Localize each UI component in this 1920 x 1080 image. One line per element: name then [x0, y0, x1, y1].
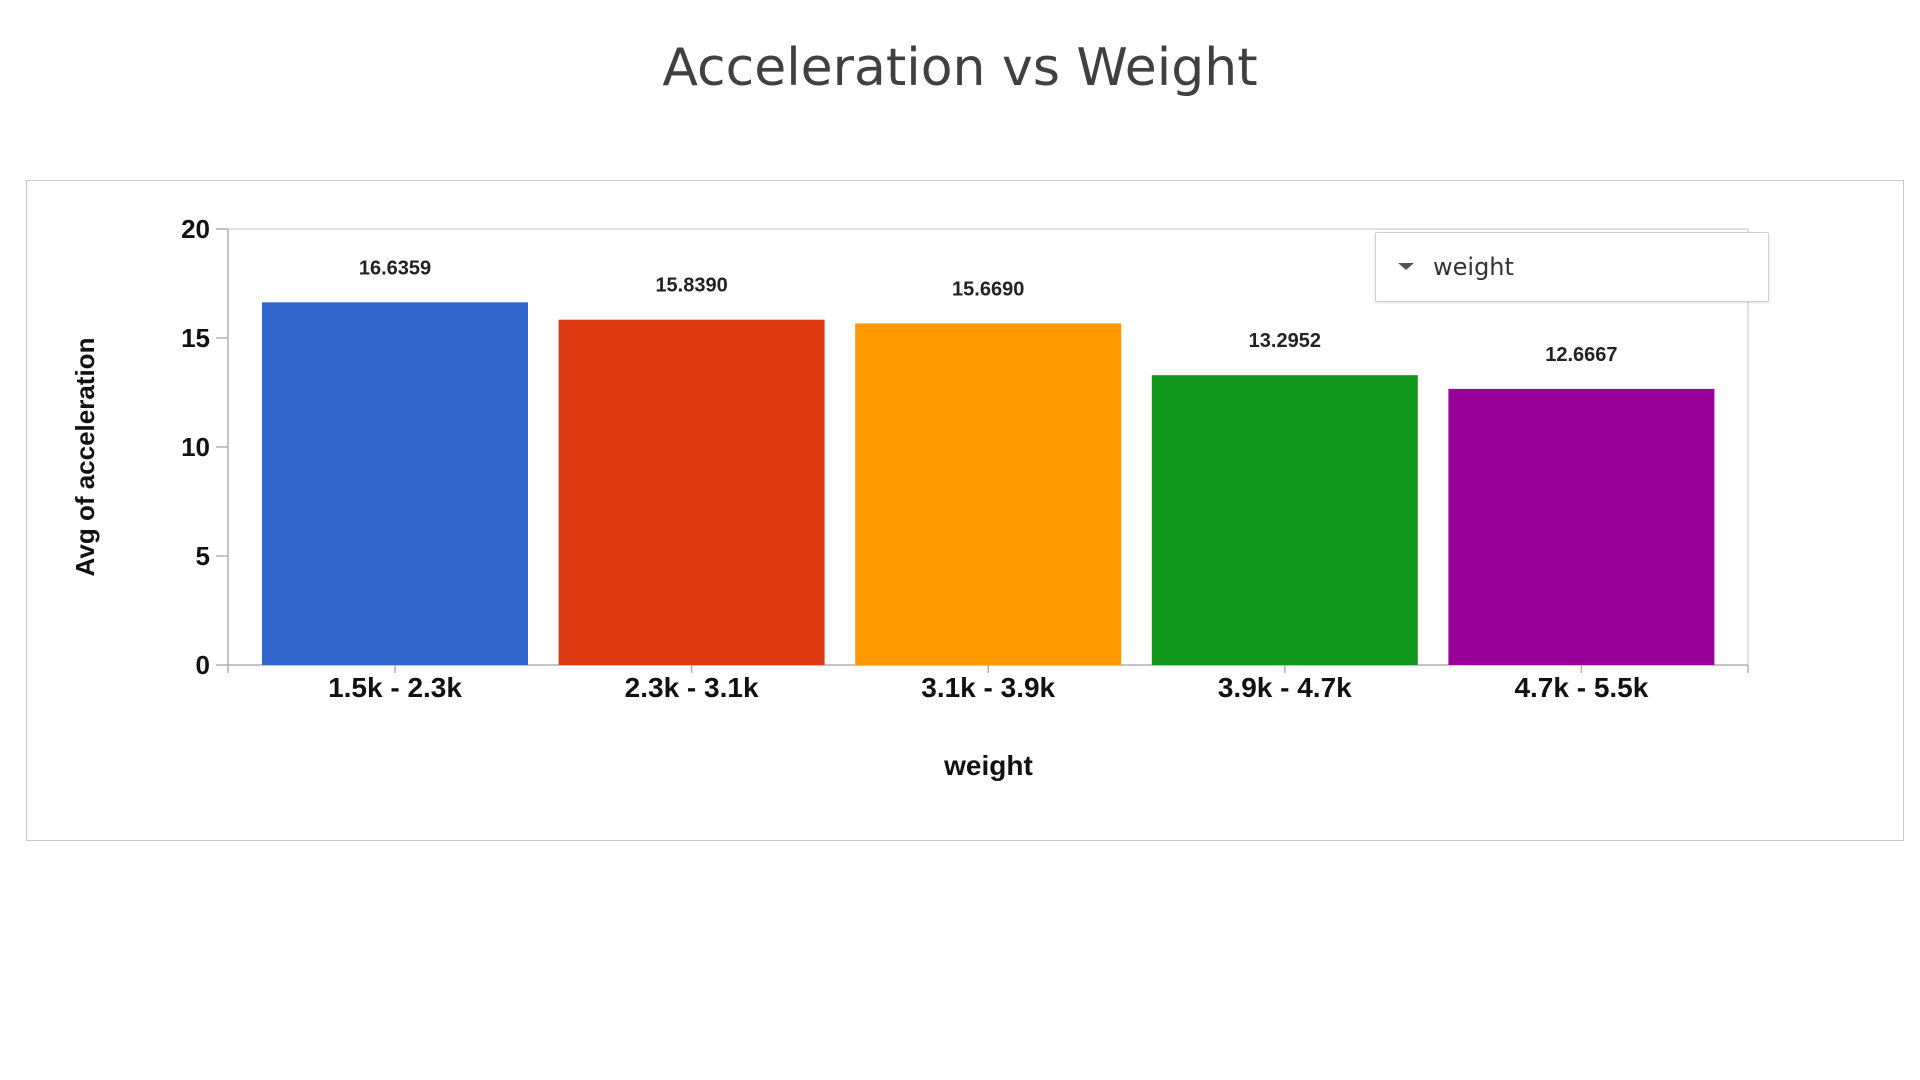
- data-label: 15.6690: [952, 278, 1024, 300]
- y-tick-label: 20: [181, 214, 210, 244]
- x-tick-label: 2.3k - 3.1k: [625, 672, 759, 703]
- y-axis-title: Avg of acceleration: [70, 338, 100, 577]
- bars-group: [262, 302, 1715, 665]
- labels-group: 0 5 10 15 20 Avg of acceleration 16.6359 1.5k -…: [70, 214, 1649, 781]
- bar[interactable]: [1448, 388, 1715, 665]
- data-label: 16.6359: [359, 257, 431, 279]
- y-tick-label: 15: [181, 323, 210, 353]
- bar[interactable]: [1151, 375, 1418, 665]
- legend-dropdown[interactable]: weight: [1375, 232, 1769, 302]
- bar[interactable]: [558, 319, 825, 665]
- y-tick-label: 10: [181, 432, 210, 462]
- chart-panel: 0 5 10 15 20 Avg of acceleration 16.6359 1.5k -…: [26, 180, 1904, 841]
- x-tick-label: 4.7k - 5.5k: [1514, 672, 1648, 703]
- x-tick-label: 3.9k - 4.7k: [1218, 672, 1352, 703]
- x-tick-label: 3.1k - 3.9k: [921, 672, 1055, 703]
- data-label: 13.2952: [1249, 330, 1321, 352]
- caret-down-icon[interactable]: [1398, 263, 1414, 270]
- data-label: 15.8390: [655, 275, 727, 297]
- y-tick-label: 0: [196, 650, 210, 680]
- x-axis-title: weight: [943, 750, 1033, 781]
- bar[interactable]: [262, 302, 528, 665]
- page-title: Acceleration vs Weight: [662, 38, 1258, 98]
- legend-label: weight: [1433, 253, 1514, 281]
- x-tick-label: 1.5k - 2.3k: [328, 672, 462, 703]
- bar-chart: 0 5 10 15 20 Avg of acceleration 16.6359 1.5k -…: [70, 214, 1749, 781]
- data-label: 12.6667: [1545, 344, 1617, 366]
- bar[interactable]: [855, 323, 1122, 665]
- y-tick-label: 5: [196, 541, 210, 571]
